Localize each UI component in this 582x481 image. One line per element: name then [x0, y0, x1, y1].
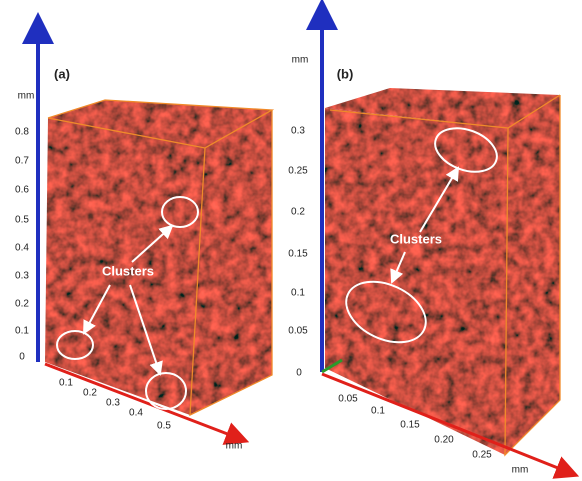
- y-tick-label: 0.15: [288, 249, 308, 260]
- y-tick-label: 0.3: [291, 126, 305, 137]
- y-tick-label: 0.8: [15, 127, 29, 138]
- y-tick-label: 0.4: [15, 243, 29, 254]
- x-tick-label: 0.15: [400, 420, 420, 431]
- annotation: Clusters: [390, 231, 442, 246]
- panel-b: [322, 14, 568, 472]
- volume-side: [505, 95, 560, 455]
- y-tick-label: 0.7: [15, 156, 29, 167]
- x-tick-label: 0.05: [338, 394, 358, 405]
- x-axis-unit: mm: [512, 465, 529, 476]
- y-tick-label: 0.2: [291, 207, 305, 218]
- x-tick-label: 0.25: [472, 450, 492, 461]
- figure: (a) Clusters mm mm 0 0.1 0.2 0.3 0.4 0.5 0.6 0.7 0.8…: [0, 0, 582, 481]
- y-axis-unit: mm: [292, 55, 309, 66]
- x-tick-label: 0.4: [129, 408, 143, 419]
- y-tick-label: 0.6: [15, 185, 29, 196]
- y-axis-unit: mm: [18, 91, 35, 102]
- y-tick-label: 0.1: [291, 288, 305, 299]
- x-tick-label: 0.3: [106, 398, 120, 409]
- x-tick-label: 0.1: [59, 378, 73, 389]
- y-tick-label: 0: [296, 368, 302, 379]
- y-tick-label: 0.2: [15, 299, 29, 310]
- panel-a: [38, 28, 272, 438]
- panel-label: (b): [337, 66, 354, 81]
- y-tick-label: 0.25: [288, 166, 308, 177]
- y-tick-label: 0.5: [15, 215, 29, 226]
- x-tick-label: 0.1: [371, 406, 385, 417]
- x-tick-label: 0.20: [434, 435, 454, 446]
- annotation: Clusters: [102, 263, 154, 278]
- y-tick-label: 0.3: [15, 271, 29, 282]
- y-tick-label: 0.05: [288, 326, 308, 337]
- x-axis-unit: mm: [226, 441, 243, 452]
- x-tick-label: 0.2: [83, 388, 97, 399]
- x-tick-label: 0.5: [157, 421, 171, 432]
- y-tick-label: 0.1: [15, 326, 29, 337]
- panel-label: (a): [54, 66, 70, 81]
- y-tick-label: 0: [19, 352, 25, 363]
